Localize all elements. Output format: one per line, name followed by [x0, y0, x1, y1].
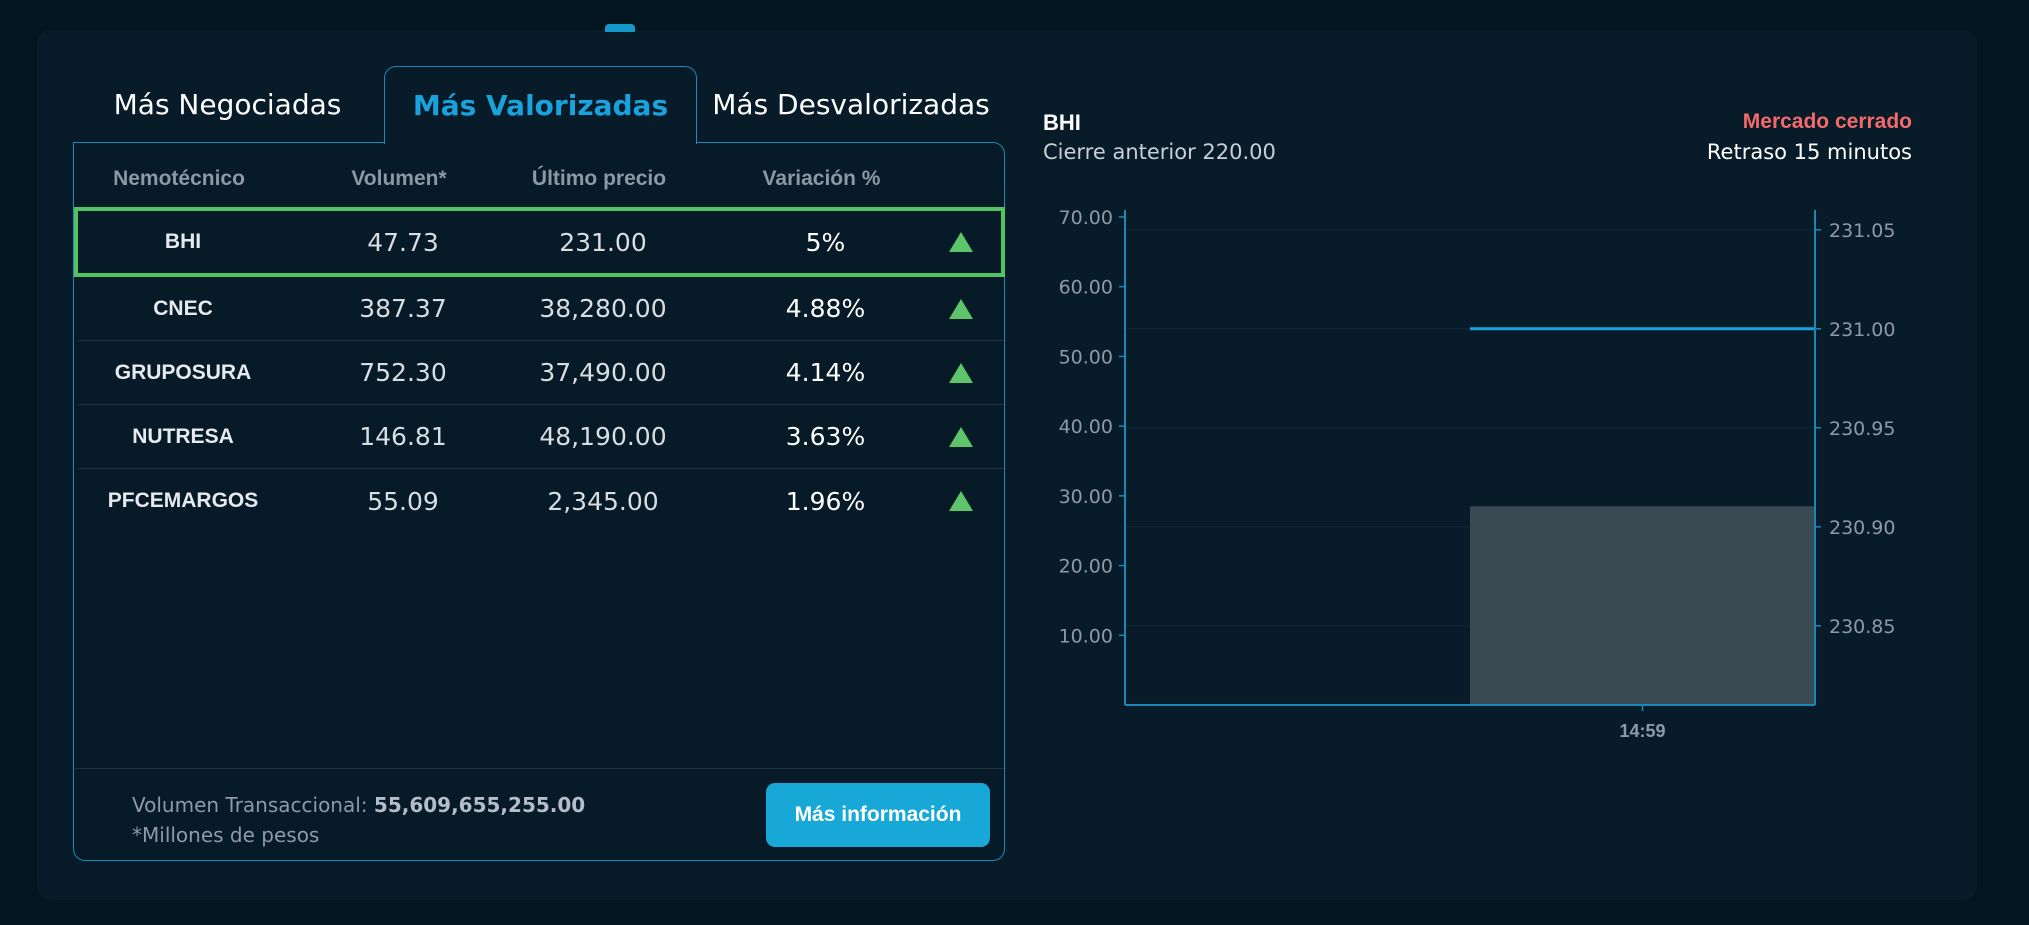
- left-tick-label: 50.00: [1059, 346, 1113, 368]
- triangle-up-icon: [936, 341, 986, 404]
- table-header: Nemotécnico Volumen* Último precio Varia…: [74, 143, 1004, 207]
- chart-symbol: BHI: [1043, 110, 1081, 135]
- row-variation: 4.14%: [785, 358, 866, 387]
- right-tick-label: 230.90: [1829, 517, 1895, 539]
- triangle-up-icon: [936, 211, 986, 273]
- row-price: 231.00: [559, 227, 647, 257]
- row-price: 48,190.00: [539, 422, 667, 451]
- tab-mas-desvalorizadas[interactable]: Más Desvalorizadas: [712, 87, 990, 121]
- row-variation: 5%: [805, 227, 846, 257]
- table-row[interactable]: CNEC 387.37 38,280.00 4.88%: [78, 277, 1004, 341]
- transaction-volume-value: 55,609,655,255.00: [373, 793, 586, 817]
- right-tick-label: 230.85: [1829, 616, 1895, 638]
- row-volume: 146.81: [359, 422, 447, 451]
- stocks-table: Nemotécnico Volumen* Último precio Varia…: [73, 142, 1005, 861]
- row-price: 37,490.00: [539, 358, 667, 387]
- left-tick-label: 60.00: [1059, 277, 1113, 299]
- table-footer: Volumen Transaccional: 55,609,655,255.00…: [74, 768, 1004, 862]
- left-tick-label: 10.00: [1059, 625, 1113, 647]
- right-tick-label: 231.00: [1829, 319, 1895, 341]
- transaction-volume-label: Volumen Transaccional:: [132, 793, 368, 817]
- right-tick-label: 230.95: [1829, 418, 1895, 440]
- row-volume: 752.30: [359, 358, 447, 387]
- previous-close: Cierre anterior 220.00: [1043, 140, 1276, 164]
- right-axis-ticks: 231.05 231.00 230.95 230.90 230.85: [1815, 220, 1895, 638]
- row-symbol: GRUPOSURA: [114, 360, 252, 384]
- row-volume: 47.73: [367, 227, 439, 257]
- tab-mas-negociadas[interactable]: Más Negociadas: [113, 87, 342, 121]
- volume-bars: [1470, 506, 1815, 705]
- more-info-button[interactable]: Más información: [766, 783, 990, 847]
- row-variation: 4.88%: [785, 294, 866, 323]
- row-variation: 1.96%: [785, 486, 866, 516]
- x-tick-label: 14:59: [1619, 721, 1665, 741]
- triangle-up-icon: [936, 277, 986, 340]
- header-variacion: Variación %: [762, 167, 881, 190]
- header-volumen: Volumen*: [351, 167, 447, 190]
- left-tick-label: 40.00: [1059, 416, 1113, 438]
- left-tick-label: 30.00: [1059, 486, 1113, 508]
- left-tick-label: 20.00: [1059, 556, 1113, 578]
- x-axis-ticks: 14:59: [1619, 705, 1666, 741]
- market-status: Mercado cerrado: [1742, 110, 1912, 133]
- table-row[interactable]: NUTRESA 146.81 48,190.00 3.63%: [78, 405, 1004, 469]
- left-axis-ticks: 70.00 60.00 50.00 40.00 30.00 20.00 10.00: [1059, 207, 1125, 647]
- table-row[interactable]: PFCEMARGOS 55.09 2,345.00 1.96%: [78, 469, 1004, 533]
- chart-axes: [1124, 210, 1816, 706]
- unit-note: *Millones de pesos: [132, 823, 320, 847]
- row-variation: 3.63%: [785, 422, 866, 451]
- table-row[interactable]: GRUPOSURA 752.30 37,490.00 4.14%: [78, 341, 1004, 405]
- triangle-up-icon: [936, 469, 986, 533]
- row-symbol: PFCEMARGOS: [107, 489, 259, 512]
- row-price: 2,345.00: [547, 486, 659, 516]
- top-marker: [605, 24, 635, 32]
- row-volume: 387.37: [359, 294, 447, 323]
- table-row[interactable]: BHI 47.73 231.00 5%: [74, 207, 1005, 277]
- volume-bar: [1470, 506, 1815, 705]
- row-symbol: BHI: [164, 230, 202, 253]
- row-price: 38,280.00: [539, 294, 667, 323]
- delay-notice: Retraso 15 minutos: [1706, 140, 1912, 164]
- row-volume: 55.09: [367, 486, 439, 516]
- left-tick-label: 70.00: [1059, 207, 1113, 229]
- transaction-volume: Volumen Transaccional: 55,609,655,255.00: [132, 793, 585, 817]
- header-nemotecnico: Nemotécnico: [113, 167, 245, 190]
- row-symbol: CNEC: [153, 296, 213, 320]
- price-volume-chart: 70.00 60.00 50.00 40.00 30.00 20.00 10.00 231.…: [1059, 207, 1896, 741]
- header-ultimo-precio: Último precio: [531, 167, 667, 190]
- tab-mas-valorizadas[interactable]: Más Valorizadas: [384, 66, 697, 144]
- right-tick-label: 231.05: [1829, 220, 1895, 242]
- row-symbol: NUTRESA: [132, 424, 234, 448]
- triangle-up-icon: [936, 405, 986, 468]
